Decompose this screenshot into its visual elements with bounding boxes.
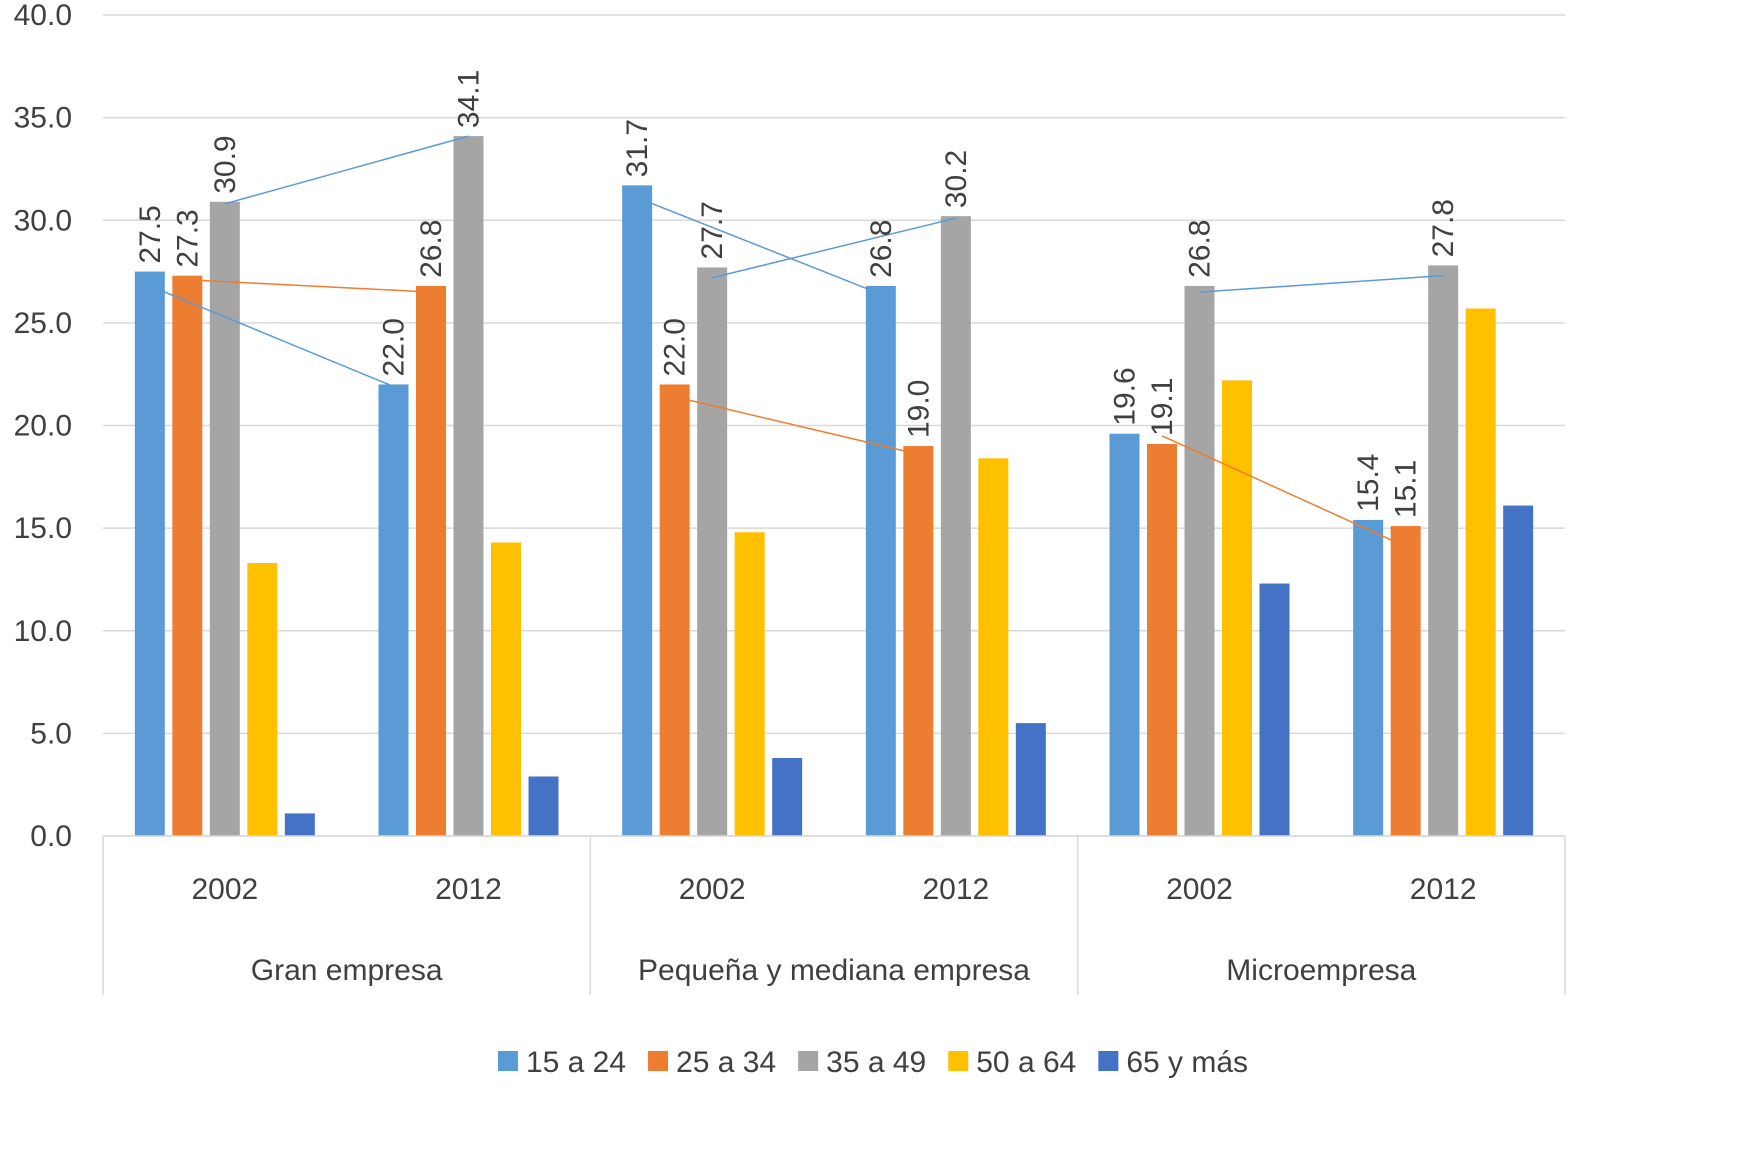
bar bbox=[1147, 443, 1177, 836]
bar bbox=[134, 271, 165, 836]
bar bbox=[453, 136, 484, 836]
y-tick-label: 5.0 bbox=[30, 717, 72, 750]
bar bbox=[416, 285, 446, 836]
bar bbox=[247, 563, 278, 836]
y-tick-label: 25.0 bbox=[14, 307, 72, 340]
x-group-label: Pequeña y mediana empresa bbox=[638, 954, 1030, 987]
y-tick-label: 40.0 bbox=[14, 0, 72, 32]
data-label: 34.1 bbox=[453, 70, 486, 128]
legend-swatch bbox=[798, 1051, 819, 1071]
trend-lines bbox=[149, 135, 1444, 548]
x-group-label: Microempresa bbox=[1226, 954, 1416, 987]
bar bbox=[1465, 308, 1496, 836]
y-tick-label: 0.0 bbox=[30, 820, 72, 853]
bar bbox=[378, 384, 409, 836]
bar bbox=[697, 267, 728, 836]
bar bbox=[1222, 380, 1252, 836]
data-label: 15.1 bbox=[1390, 460, 1423, 518]
bar bbox=[1109, 433, 1140, 836]
x-category-label: 2002 bbox=[679, 873, 746, 906]
data-label: 26.8 bbox=[1184, 220, 1217, 278]
bar bbox=[1015, 723, 1046, 836]
x-category-label: 2012 bbox=[435, 873, 502, 906]
data-label: 19.6 bbox=[1109, 367, 1142, 425]
bar bbox=[772, 758, 803, 836]
y-axis-ticks: 0.0 5.0 10.0 15.0 20.0 25.0 30.0 35.0 40.0 bbox=[14, 0, 72, 853]
legend-label: 65 y más bbox=[1126, 1046, 1248, 1079]
bar bbox=[209, 201, 240, 837]
data-label: 26.8 bbox=[415, 220, 448, 278]
bar bbox=[865, 285, 896, 836]
data-label: 27.5 bbox=[134, 205, 167, 263]
bar bbox=[1428, 265, 1459, 836]
data-label: 19.1 bbox=[1146, 378, 1179, 436]
bar bbox=[1353, 519, 1384, 836]
data-label: 19.0 bbox=[902, 380, 935, 438]
x-category-label: 2012 bbox=[922, 873, 989, 906]
legend-swatch bbox=[648, 1051, 669, 1071]
x-category-label: 2002 bbox=[191, 873, 258, 906]
legend-label: 25 a 34 bbox=[676, 1046, 776, 1079]
bar bbox=[172, 275, 203, 837]
y-tick-label: 30.0 bbox=[14, 204, 72, 237]
bar bbox=[1503, 505, 1534, 836]
data-label: 22.0 bbox=[659, 318, 692, 376]
x-category-label: 2012 bbox=[1410, 873, 1477, 906]
data-label: 27.3 bbox=[171, 209, 204, 267]
x-axis: 2002 2012 Gran empresa 2002 2012 Pequeña y me… bbox=[102, 835, 1566, 995]
trend-line bbox=[224, 135, 469, 205]
data-label: 27.7 bbox=[696, 201, 729, 259]
data-label: 27.8 bbox=[1427, 199, 1460, 257]
bar bbox=[903, 446, 934, 836]
data-labels: 27.5 27.330.9 22.0 26.8 34.1 31.7 22.0 27.7 26.8… bbox=[134, 70, 1460, 518]
legend-swatch bbox=[497, 1051, 518, 1071]
y-tick-label: 15.0 bbox=[14, 512, 72, 545]
y-tick-label: 35.0 bbox=[14, 102, 72, 135]
bar bbox=[940, 216, 971, 836]
bar bbox=[622, 185, 653, 837]
data-label: 30.2 bbox=[940, 150, 973, 208]
bar bbox=[978, 458, 1009, 836]
bar bbox=[528, 776, 559, 836]
data-label: 30.9 bbox=[209, 135, 242, 193]
bars bbox=[134, 136, 1534, 837]
trend-line bbox=[711, 217, 957, 279]
data-label: 15.4 bbox=[1352, 454, 1385, 512]
trend-line bbox=[1161, 435, 1406, 548]
x-category-label: 2002 bbox=[1166, 873, 1233, 906]
trend-line bbox=[149, 285, 394, 388]
x-group-label: Gran empresa bbox=[251, 954, 443, 987]
bar bbox=[659, 384, 690, 836]
trend-line bbox=[636, 196, 882, 295]
legend-label: 35 a 49 bbox=[826, 1046, 926, 1079]
bar bbox=[284, 813, 315, 836]
bar bbox=[1184, 285, 1215, 836]
legend: 15 a 24 25 a 34 35 a 49 50 a 64 65 y más bbox=[497, 1046, 1248, 1079]
trend-line bbox=[187, 279, 432, 293]
bar bbox=[491, 542, 521, 836]
bar bbox=[734, 532, 765, 836]
y-tick-label: 10.0 bbox=[14, 615, 72, 648]
data-label: 26.8 bbox=[865, 220, 898, 278]
legend-swatch bbox=[948, 1051, 969, 1071]
trend-line bbox=[1199, 274, 1444, 293]
trend-line bbox=[674, 396, 919, 455]
bar bbox=[1390, 526, 1421, 836]
legend-swatch bbox=[1098, 1051, 1119, 1071]
y-tick-label: 20.0 bbox=[14, 410, 72, 443]
bar bbox=[1259, 583, 1290, 836]
legend-label: 50 a 64 bbox=[976, 1046, 1076, 1079]
data-label: 22.0 bbox=[378, 318, 411, 376]
data-label: 31.7 bbox=[621, 119, 654, 177]
legend-label: 15 a 24 bbox=[526, 1046, 626, 1079]
gridlines bbox=[103, 14, 1565, 837]
